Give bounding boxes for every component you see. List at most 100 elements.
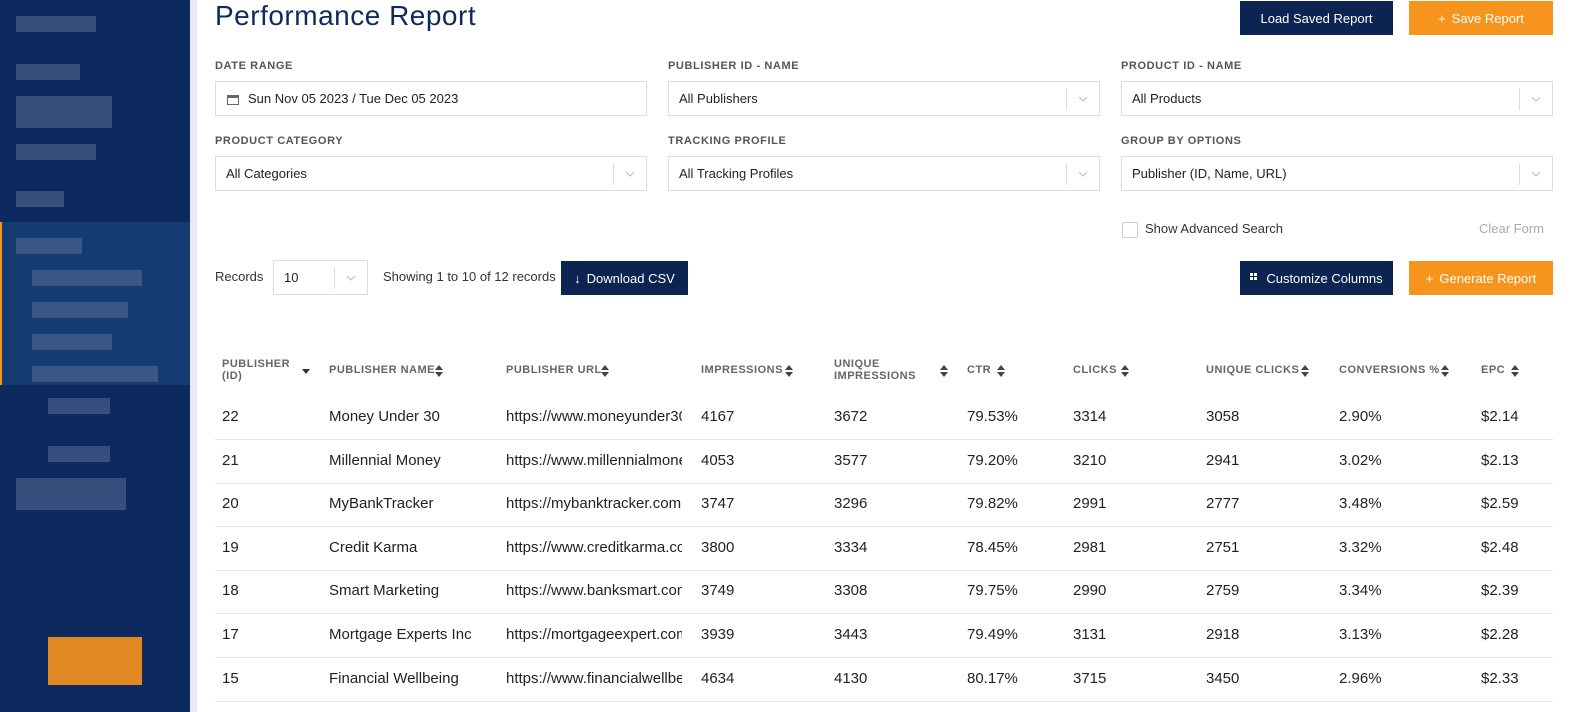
column-header[interactable]: EPC (1481, 364, 1506, 376)
table-cell: 15 (222, 669, 239, 687)
chevron (334, 267, 367, 289)
column-header[interactable]: PUBLISHER (ID) (222, 358, 291, 382)
load-saved-report[interactable]: Load Saved Report (1240, 1, 1393, 35)
nav-item (16, 96, 112, 128)
download-csv[interactable]: ↓ Download CSV (561, 261, 688, 295)
table-cell: 3058 (1206, 408, 1240, 425)
table-cell: $2.14 (1481, 408, 1519, 425)
nav-item (48, 398, 110, 414)
table-cell: $2.28 (1481, 626, 1519, 643)
nav-item (16, 478, 126, 510)
table-cell: 3747 (701, 495, 735, 513)
filter-value: All Categories (226, 166, 307, 181)
row-divider (215, 482, 1553, 484)
table-cell: 2918 (1206, 626, 1240, 643)
table-cell: 2751 (1206, 538, 1240, 556)
column-header[interactable]: IMPRESSIONS (701, 364, 783, 376)
save-report[interactable]: + Save Report (1409, 1, 1553, 35)
plus-icon: + (1425, 270, 1434, 286)
page-title: Performance Report (215, 0, 477, 31)
filter-label: GROUP BY OPTIONS (1121, 135, 1242, 147)
table-cell: MyBankTracker (329, 495, 434, 513)
filter-label: DATE RANGE (215, 60, 293, 72)
table-cell: Financial Wellbeing (329, 669, 459, 687)
customize-columns[interactable]: Customize Columns (1240, 261, 1393, 295)
column-header[interactable]: UNIQUE CLICKS (1206, 364, 1300, 376)
table-cell: https://mybanktracker.com (506, 495, 682, 513)
chevron (613, 163, 646, 185)
table-cell: https://www.banksmart.com (506, 582, 682, 600)
table-cell: 2.90% (1339, 408, 1382, 425)
table-cell: Mortgage Experts Inc (329, 626, 472, 643)
table-cell: https://mortgageexpert.com (506, 626, 682, 643)
table-cell: $2.33 (1481, 669, 1519, 687)
column-header[interactable]: UNIQUE IMPRESSIONS (834, 358, 916, 382)
table-cell: 79.75% (967, 582, 1018, 600)
nav-item (16, 191, 64, 207)
button-label: Load Saved Report (1260, 10, 1373, 26)
grid-icon (1250, 273, 1258, 280)
row-divider (215, 569, 1553, 571)
filter-label: PRODUCT ID - NAME (1121, 60, 1242, 72)
column-header[interactable]: PUBLISHER URL (506, 364, 602, 376)
column-header[interactable]: CTR (967, 364, 992, 376)
column-header[interactable]: CONVERSIONS % (1339, 364, 1440, 376)
table-cell: 4634 (701, 669, 735, 687)
table-cell: 4053 (701, 451, 735, 469)
table-cell: 79.49% (967, 626, 1018, 643)
table-cell: 19 (222, 538, 239, 556)
filter-input[interactable]: Publisher (ID, Name, URL) (1121, 156, 1553, 191)
nav-item (32, 270, 142, 286)
table-cell: Money Under 30 (329, 408, 440, 425)
filter-value: All Products (1132, 91, 1202, 106)
nav-item (32, 334, 112, 350)
filter-input[interactable]: Sun Nov 05 2023 / Tue Dec 05 2023 (215, 81, 647, 116)
chevron (1519, 163, 1552, 185)
column-header[interactable]: PUBLISHER NAME (329, 364, 436, 376)
table-cell: 3308 (834, 582, 868, 600)
table-cell: 3131 (1073, 626, 1107, 643)
table-cell: 2981 (1073, 538, 1107, 556)
filter-input[interactable]: All Tracking Profiles (668, 156, 1100, 191)
filter-value: Sun Nov 05 2023 / Tue Dec 05 2023 (248, 91, 459, 106)
table-cell: 3443 (834, 626, 868, 643)
table-cell: 79.20% (967, 451, 1018, 469)
filter-label: PRODUCT CATEGORY (215, 135, 344, 147)
filter-input[interactable]: All Categories (215, 156, 647, 191)
nav-item (48, 446, 110, 462)
table-cell: 3.34% (1339, 582, 1382, 600)
clear-form[interactable]: Clear Form (1479, 221, 1545, 236)
table-cell: 3715 (1073, 669, 1107, 687)
table-cell: 2759 (1206, 582, 1240, 600)
row-divider (215, 526, 1553, 528)
nav-active-group (0, 222, 192, 385)
table-cell: 3314 (1073, 408, 1107, 425)
table-cell: 3.48% (1339, 495, 1382, 513)
table-cell: Millennial Money (329, 451, 441, 469)
checkbox[interactable] (1122, 222, 1138, 238)
table-cell: 80.17% (967, 669, 1018, 687)
chevron (1519, 88, 1552, 110)
sort-icon (301, 364, 311, 382)
sort-icon (600, 364, 610, 382)
generate-report[interactable]: + Generate Report (1409, 261, 1553, 295)
sort-icon (1120, 364, 1130, 382)
records-summary: Showing 1 to 10 of 12 records (383, 269, 556, 284)
filter-value: Publisher (ID, Name, URL) (1132, 166, 1287, 181)
filter-input[interactable]: All Publishers (668, 81, 1100, 116)
filter-value: All Tracking Profiles (679, 166, 794, 181)
records-label: Records (215, 269, 264, 284)
table-cell: 78.45% (967, 538, 1018, 556)
records-select[interactable]: 10 (273, 260, 368, 295)
sidebar-edge (190, 0, 197, 712)
sort-icon (784, 364, 794, 382)
table-cell: 22 (222, 408, 239, 425)
sidebar (0, 0, 192, 712)
filter-input[interactable]: All Products (1121, 81, 1553, 116)
filter-value: All Publishers (679, 91, 758, 106)
button-label: Save Report (1451, 10, 1524, 26)
nav-item (32, 366, 158, 382)
table-cell: 3672 (834, 408, 868, 425)
column-header[interactable]: CLICKS (1073, 364, 1117, 376)
